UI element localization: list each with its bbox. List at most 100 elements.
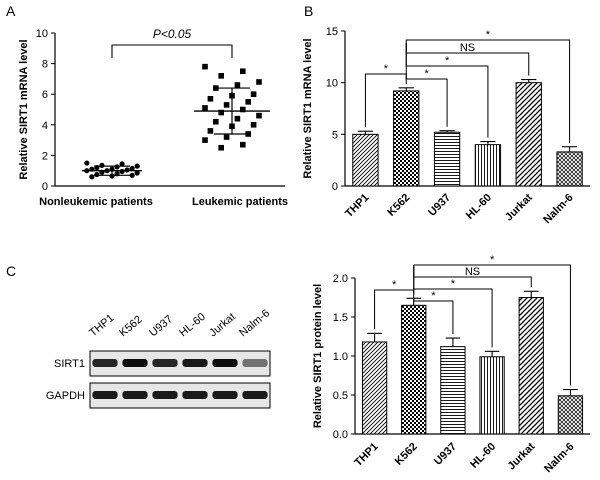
blot-lane-label: Nalm-6 <box>237 307 272 339</box>
category-label: Nalm-6 <box>542 441 576 475</box>
data-point <box>240 141 246 148</box>
data-point <box>129 165 135 172</box>
category-label: U937 <box>432 441 459 468</box>
y-tick-label: 2.0 <box>333 273 348 285</box>
blot-band <box>92 359 118 367</box>
bar <box>557 395 584 435</box>
bar <box>518 297 544 435</box>
significance-bracket <box>405 39 571 143</box>
scatter-chart-a: 0 2 4 6 8 10 Relative SIRT1 mRNA level Nonleuke… <box>18 27 288 208</box>
category-label: THP1 <box>352 441 380 469</box>
significance-bracket <box>405 43 489 138</box>
bar <box>433 131 461 187</box>
data-point <box>256 112 262 119</box>
data-point <box>114 164 120 170</box>
bar <box>474 144 502 187</box>
category-label: Nalm-6 <box>541 192 575 226</box>
significance-label: * <box>384 63 389 75</box>
data-point <box>124 167 130 173</box>
data-point <box>89 174 95 180</box>
bar <box>393 90 420 187</box>
category-label: Leukemic patients <box>192 196 288 208</box>
blot-band <box>242 359 268 367</box>
y-tick-label: 6 <box>42 89 48 101</box>
western-blot: THP1 K562 U937 HL-60 Jurkat Nalm-6 SIRT1 GAPDH <box>46 307 272 409</box>
category-label: K562 <box>393 441 420 468</box>
data-point <box>84 160 90 166</box>
data-point <box>213 118 219 125</box>
y-tick-label: 15 <box>326 26 338 38</box>
data-point <box>234 115 241 122</box>
y-tick-label: 4 <box>42 120 48 132</box>
category-label: U937 <box>426 192 453 219</box>
significance-bracket <box>111 44 233 58</box>
data-point <box>250 122 257 128</box>
y-axis-label: Relative SIRT1 mRNA level <box>18 39 30 179</box>
data-point <box>202 105 208 111</box>
category-label: Jurkat <box>503 191 535 223</box>
data-point <box>129 172 135 178</box>
data-point <box>218 144 224 151</box>
blot-band <box>212 391 238 399</box>
data-point <box>99 162 105 168</box>
data-point <box>245 99 251 105</box>
significance-bracket <box>405 43 530 76</box>
y-axis-label: Relative SIRT1 mRNA level <box>302 38 314 178</box>
blot-band <box>92 391 118 399</box>
data-point <box>207 95 214 102</box>
y-tick-label: 1.5 <box>333 312 348 324</box>
data-point <box>223 102 230 108</box>
blot-lane-label: Jurkat <box>207 311 238 339</box>
blot-band <box>122 359 148 367</box>
y-tick-label: 0 <box>42 181 48 193</box>
category-label: HL-60 <box>464 192 494 222</box>
blot-band <box>152 359 178 367</box>
blot-band <box>182 391 208 399</box>
y-tick-label: 10 <box>36 28 48 40</box>
data-point <box>256 79 262 85</box>
significance-label: * <box>445 55 450 67</box>
significance-label: * <box>486 29 491 41</box>
panel-letter-a: A <box>6 3 16 19</box>
significance-label: NS <box>465 266 480 278</box>
data-point <box>234 82 241 88</box>
data-point <box>119 161 125 167</box>
data-point <box>218 109 224 116</box>
significance-label: * <box>425 68 430 80</box>
panel-letter-b: B <box>304 3 313 19</box>
bar <box>556 151 583 187</box>
blot-strip <box>89 350 271 377</box>
y-tick-label: 1.0 <box>333 351 348 363</box>
data-point <box>223 134 230 140</box>
panel-letter-c: C <box>6 263 16 279</box>
bar <box>515 82 542 187</box>
bar <box>401 304 427 435</box>
category-label: Jurkat <box>506 440 538 472</box>
data-point <box>202 63 208 70</box>
blot-band <box>212 359 238 367</box>
y-tick-label: 0 <box>332 181 338 193</box>
bar <box>440 346 466 435</box>
significance-label: * <box>451 278 456 290</box>
significance-bracket <box>413 264 571 386</box>
bar <box>479 356 505 435</box>
y-axis-label: Relative SIRT1 protein level <box>312 284 324 428</box>
bar <box>361 341 388 435</box>
category-label: Nonleukemic patients <box>39 196 153 208</box>
y-tick-label: 5 <box>332 129 338 141</box>
p-value-annotation: P<0.05 <box>153 27 192 41</box>
data-point <box>207 128 214 134</box>
data-point <box>134 163 140 169</box>
data-point <box>240 106 246 113</box>
data-point <box>240 68 246 75</box>
blot-row-label: GAPDH <box>46 390 85 402</box>
blot-lane-label: THP1 <box>87 312 116 339</box>
data-point <box>134 170 140 176</box>
significance-label: * <box>490 254 495 266</box>
y-tick-label: 8 <box>42 59 48 71</box>
category-label: K562 <box>385 192 412 219</box>
blot-band <box>242 391 268 399</box>
significance-bracket <box>413 265 532 288</box>
data-point <box>94 171 100 178</box>
